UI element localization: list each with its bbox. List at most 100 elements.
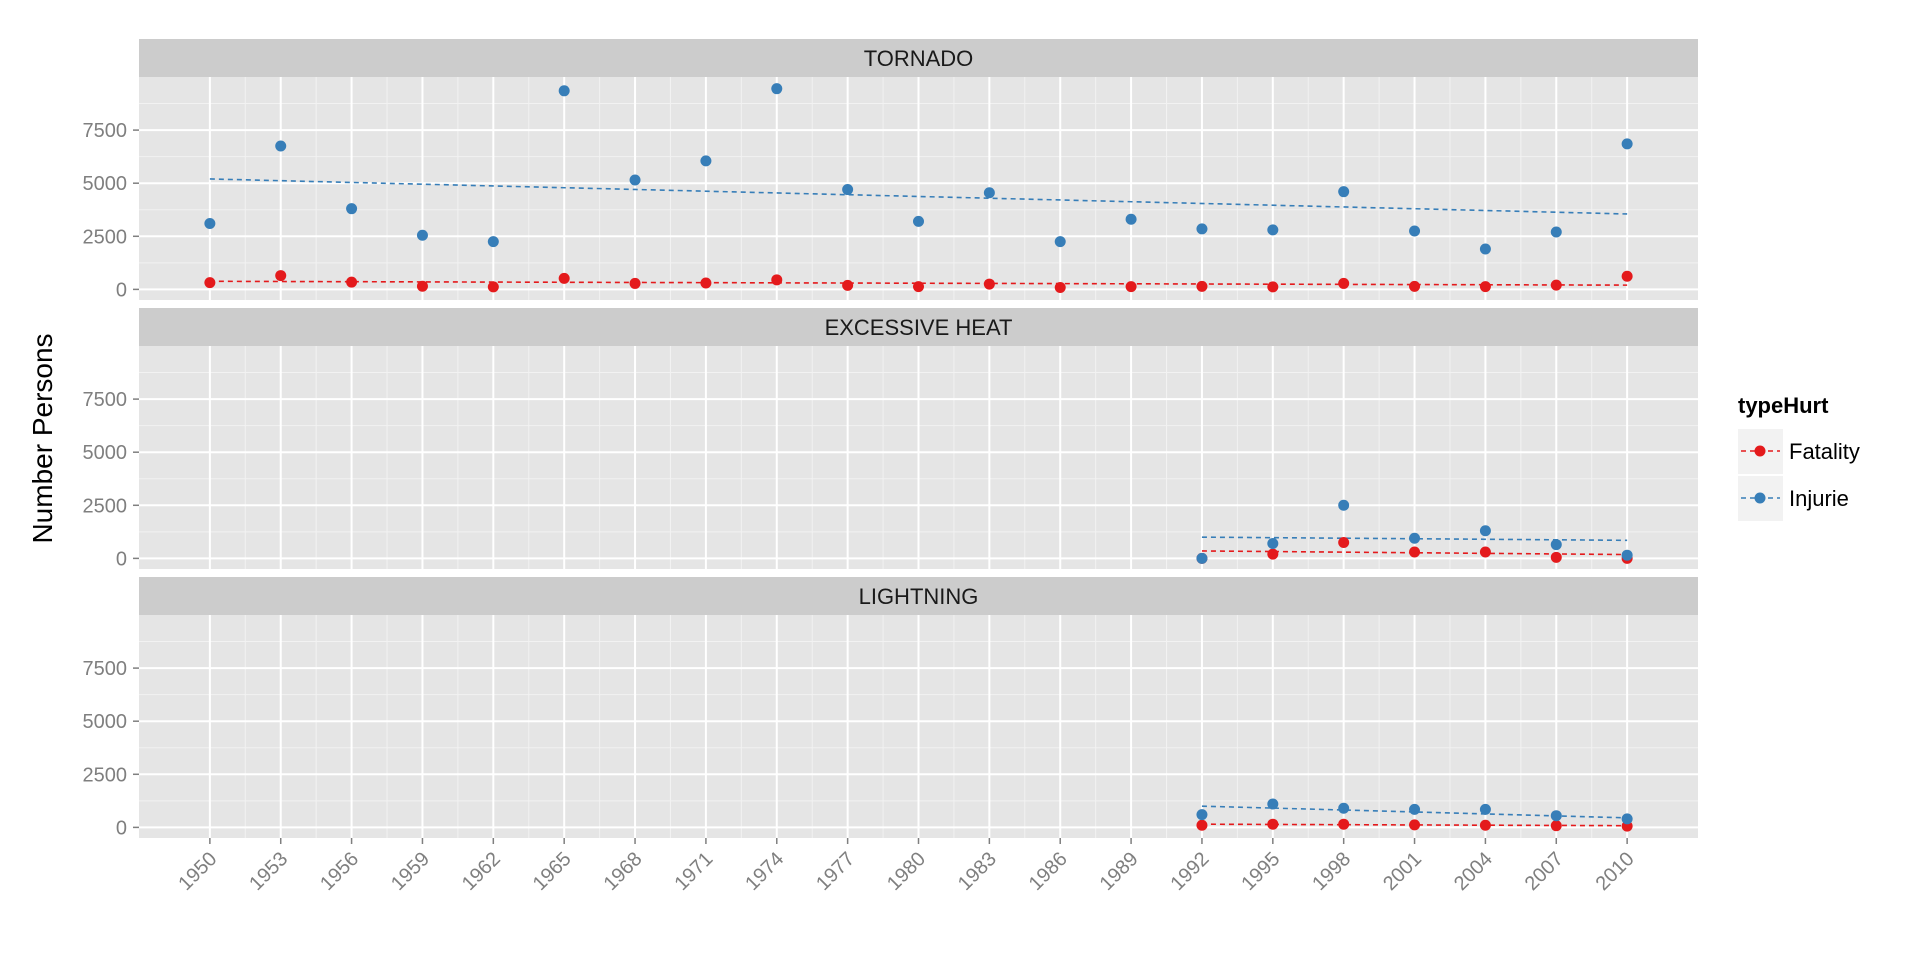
facet-title: TORNADO [864,46,974,71]
data-point-fatality [275,270,287,282]
legend-key-point [1754,492,1766,504]
data-point-injurie [416,229,428,241]
y-tick-label: 2500 [83,495,128,517]
x-tick-label: 1983 [954,848,1001,895]
y-tick-label: 0 [116,817,127,839]
data-point-fatality [204,277,216,289]
data-point-fatality [558,272,570,284]
data-point-injurie [1621,549,1633,561]
data-point-injurie [346,203,358,215]
data-point-fatality [771,274,783,286]
data-point-fatality [346,276,358,288]
data-point-injurie [1196,552,1208,564]
data-point-injurie [558,85,570,97]
x-tick-label: 1989 [1096,848,1143,895]
legend-label: Injurie [1789,486,1849,511]
x-tick-label: 1998 [1308,848,1355,895]
data-point-fatality [1267,281,1279,293]
y-tick-label: 2500 [83,226,128,248]
data-point-fatality [1338,818,1350,830]
y-axis-title: Number Persons [27,333,58,543]
data-point-fatality [913,281,924,293]
data-point-fatality [983,278,995,290]
y-tick-label: 0 [116,548,127,570]
data-point-injurie [1621,138,1633,150]
y-tick-label: 5000 [83,173,128,195]
data-point-injurie [1550,810,1562,822]
data-point-fatality [1409,819,1421,831]
y-tick-label: 2500 [83,764,128,786]
legend-title: typeHurt [1738,393,1829,418]
data-point-fatality [1621,270,1633,282]
data-point-fatality [842,279,854,291]
data-point-injurie [1621,813,1633,825]
data-point-injurie [1338,186,1350,198]
data-point-injurie [771,83,783,95]
data-point-injurie [1338,499,1350,511]
data-point-fatality [487,281,499,293]
x-tick-label: 1968 [600,848,647,895]
data-point-injurie [1267,224,1279,236]
y-tick-label: 7500 [83,389,128,411]
x-tick-label: 1986 [1025,848,1072,895]
data-point-fatality [1479,546,1491,558]
data-point-fatality [1267,548,1279,560]
data-point-fatality [1409,546,1421,558]
facet-strip [139,308,1698,346]
facet-strip [139,577,1698,615]
data-point-injurie [1479,803,1491,815]
data-point-injurie [1479,243,1491,255]
x-tick-label: 1965 [529,848,576,895]
trend-line-fatality [209,280,1628,286]
x-tick-label: 1992 [1166,848,1213,895]
y-tick-label: 5000 [83,442,128,464]
data-point-injurie [983,187,995,199]
x-tick-label: 1959 [387,848,434,895]
x-tick-label: 1980 [883,848,930,895]
x-tick-label: 1977 [812,848,859,895]
data-point-injurie [700,155,712,167]
data-point-injurie [487,236,499,248]
data-point-injurie [1054,236,1066,248]
data-point-injurie [1409,532,1421,544]
data-point-fatality [1550,551,1562,563]
data-point-fatality [1338,277,1350,289]
x-tick-label: 1950 [174,848,221,895]
y-tick-label: 7500 [83,120,128,142]
data-point-fatality [700,277,712,289]
x-tick-label: 2007 [1521,848,1568,895]
data-point-fatality [1479,819,1491,831]
data-point-fatality [1196,819,1208,831]
data-point-injurie [913,215,924,227]
x-tick-label: 1962 [458,848,505,895]
data-point-injurie [1267,538,1279,550]
data-point-injurie [1550,226,1562,238]
data-point-fatality [629,277,641,289]
data-point-injurie [1409,225,1421,237]
facet-strip [139,39,1698,77]
x-tick-label: 1956 [316,848,363,895]
x-tick-label: 2004 [1450,848,1497,895]
x-tick-label: 1971 [670,848,717,895]
data-point-fatality [1550,820,1562,832]
data-point-injurie [1479,525,1491,537]
trend-line-injurie [209,178,1628,215]
y-tick-label: 7500 [83,658,128,680]
y-tick-label: 5000 [83,711,128,733]
data-point-fatality [1267,818,1279,830]
data-point-fatality [1125,281,1137,293]
facet-title: LIGHTNING [859,584,979,609]
legend-key-point [1754,445,1766,457]
data-point-injurie [1409,803,1421,815]
data-point-injurie [1196,223,1208,235]
x-tick-label: 1974 [741,848,788,895]
data-point-injurie [1196,809,1208,821]
data-point-injurie [204,218,216,230]
data-point-fatality [1409,280,1421,292]
data-point-injurie [275,140,287,152]
data-point-fatality [1479,281,1491,293]
x-tick-label: 1953 [245,848,292,895]
x-tick-label: 2001 [1379,848,1426,895]
